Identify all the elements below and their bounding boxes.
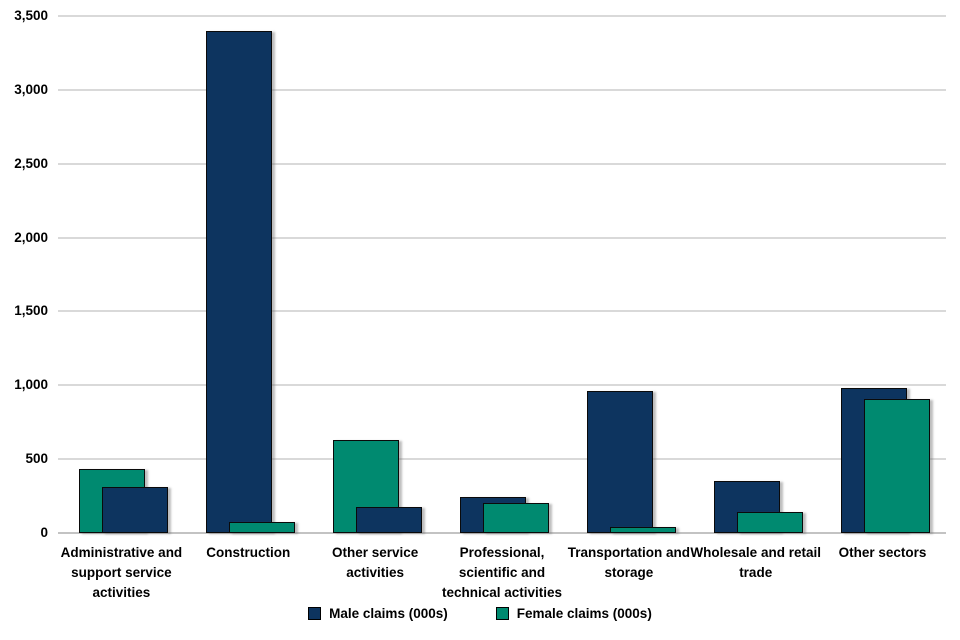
y-tick-label-1500: 1,500: [14, 303, 48, 319]
gridline-500: [58, 458, 946, 461]
y-tick-label-500: 500: [25, 451, 48, 467]
bar-male-construction: [206, 30, 273, 533]
y-tick-label-0: 0: [40, 525, 48, 540]
bar-female-other-sectors: [863, 398, 930, 533]
y-tick-label-1000: 1,000: [14, 377, 48, 393]
bar-female-transportation-and-storage: [609, 527, 676, 533]
x-axis-label-other-sectors: Other sectors: [838, 545, 927, 560]
x-axis-label-construction: Construction: [206, 545, 291, 560]
bar-male-transportation-and-storage: [586, 391, 653, 533]
female-series-swatch-icon: [495, 607, 509, 620]
legend-label-male: Male claims (000s): [329, 606, 448, 621]
legend: Male claims (000s) Female claims (000s): [0, 606, 960, 621]
male-series-swatch-icon: [308, 607, 322, 620]
legend-label-female: Female claims (000s): [516, 606, 652, 621]
gridline-1000: [58, 384, 946, 387]
y-tick-label-2000: 2,000: [14, 229, 48, 245]
gridline-0: [58, 532, 946, 534]
gridline-2000: [58, 236, 946, 239]
y-tick-label-3000: 3,000: [14, 81, 48, 97]
legend-item-male: Male claims (000s): [308, 606, 448, 621]
legend-item-female: Female claims (000s): [495, 606, 652, 621]
y-tick-label-2500: 2,500: [14, 155, 48, 171]
x-axis-label-other-service-activities: Other service activities: [331, 545, 419, 580]
gridline-1500: [58, 310, 946, 313]
x-axis-label-wholesale-and-retail-trade: Wholesale and retail trade: [690, 545, 821, 580]
bar-female-professional-scientific-and-technical-activities: [483, 502, 549, 533]
x-axis-label-professional-scientific-and-technical-activities: Professional, scientific and technical act…: [441, 545, 563, 600]
bar-male-administrative-and-support-service-activities: [102, 487, 169, 533]
x-axis-label-administrative-and-support-service-activities: Administrative and support service activit…: [60, 545, 183, 600]
bar-male-other-service-activities: [356, 507, 423, 533]
gridline-3500: [58, 15, 946, 17]
bar-female-construction: [229, 521, 296, 533]
gridline-3000: [58, 88, 946, 91]
y-tick-label-3500: 3,500: [14, 8, 48, 23]
bar-female-wholesale-and-retail-trade: [736, 512, 803, 533]
x-axis-label-transportation-and-storage: Transportation and storage: [567, 545, 690, 580]
gridline-2500: [58, 162, 946, 165]
